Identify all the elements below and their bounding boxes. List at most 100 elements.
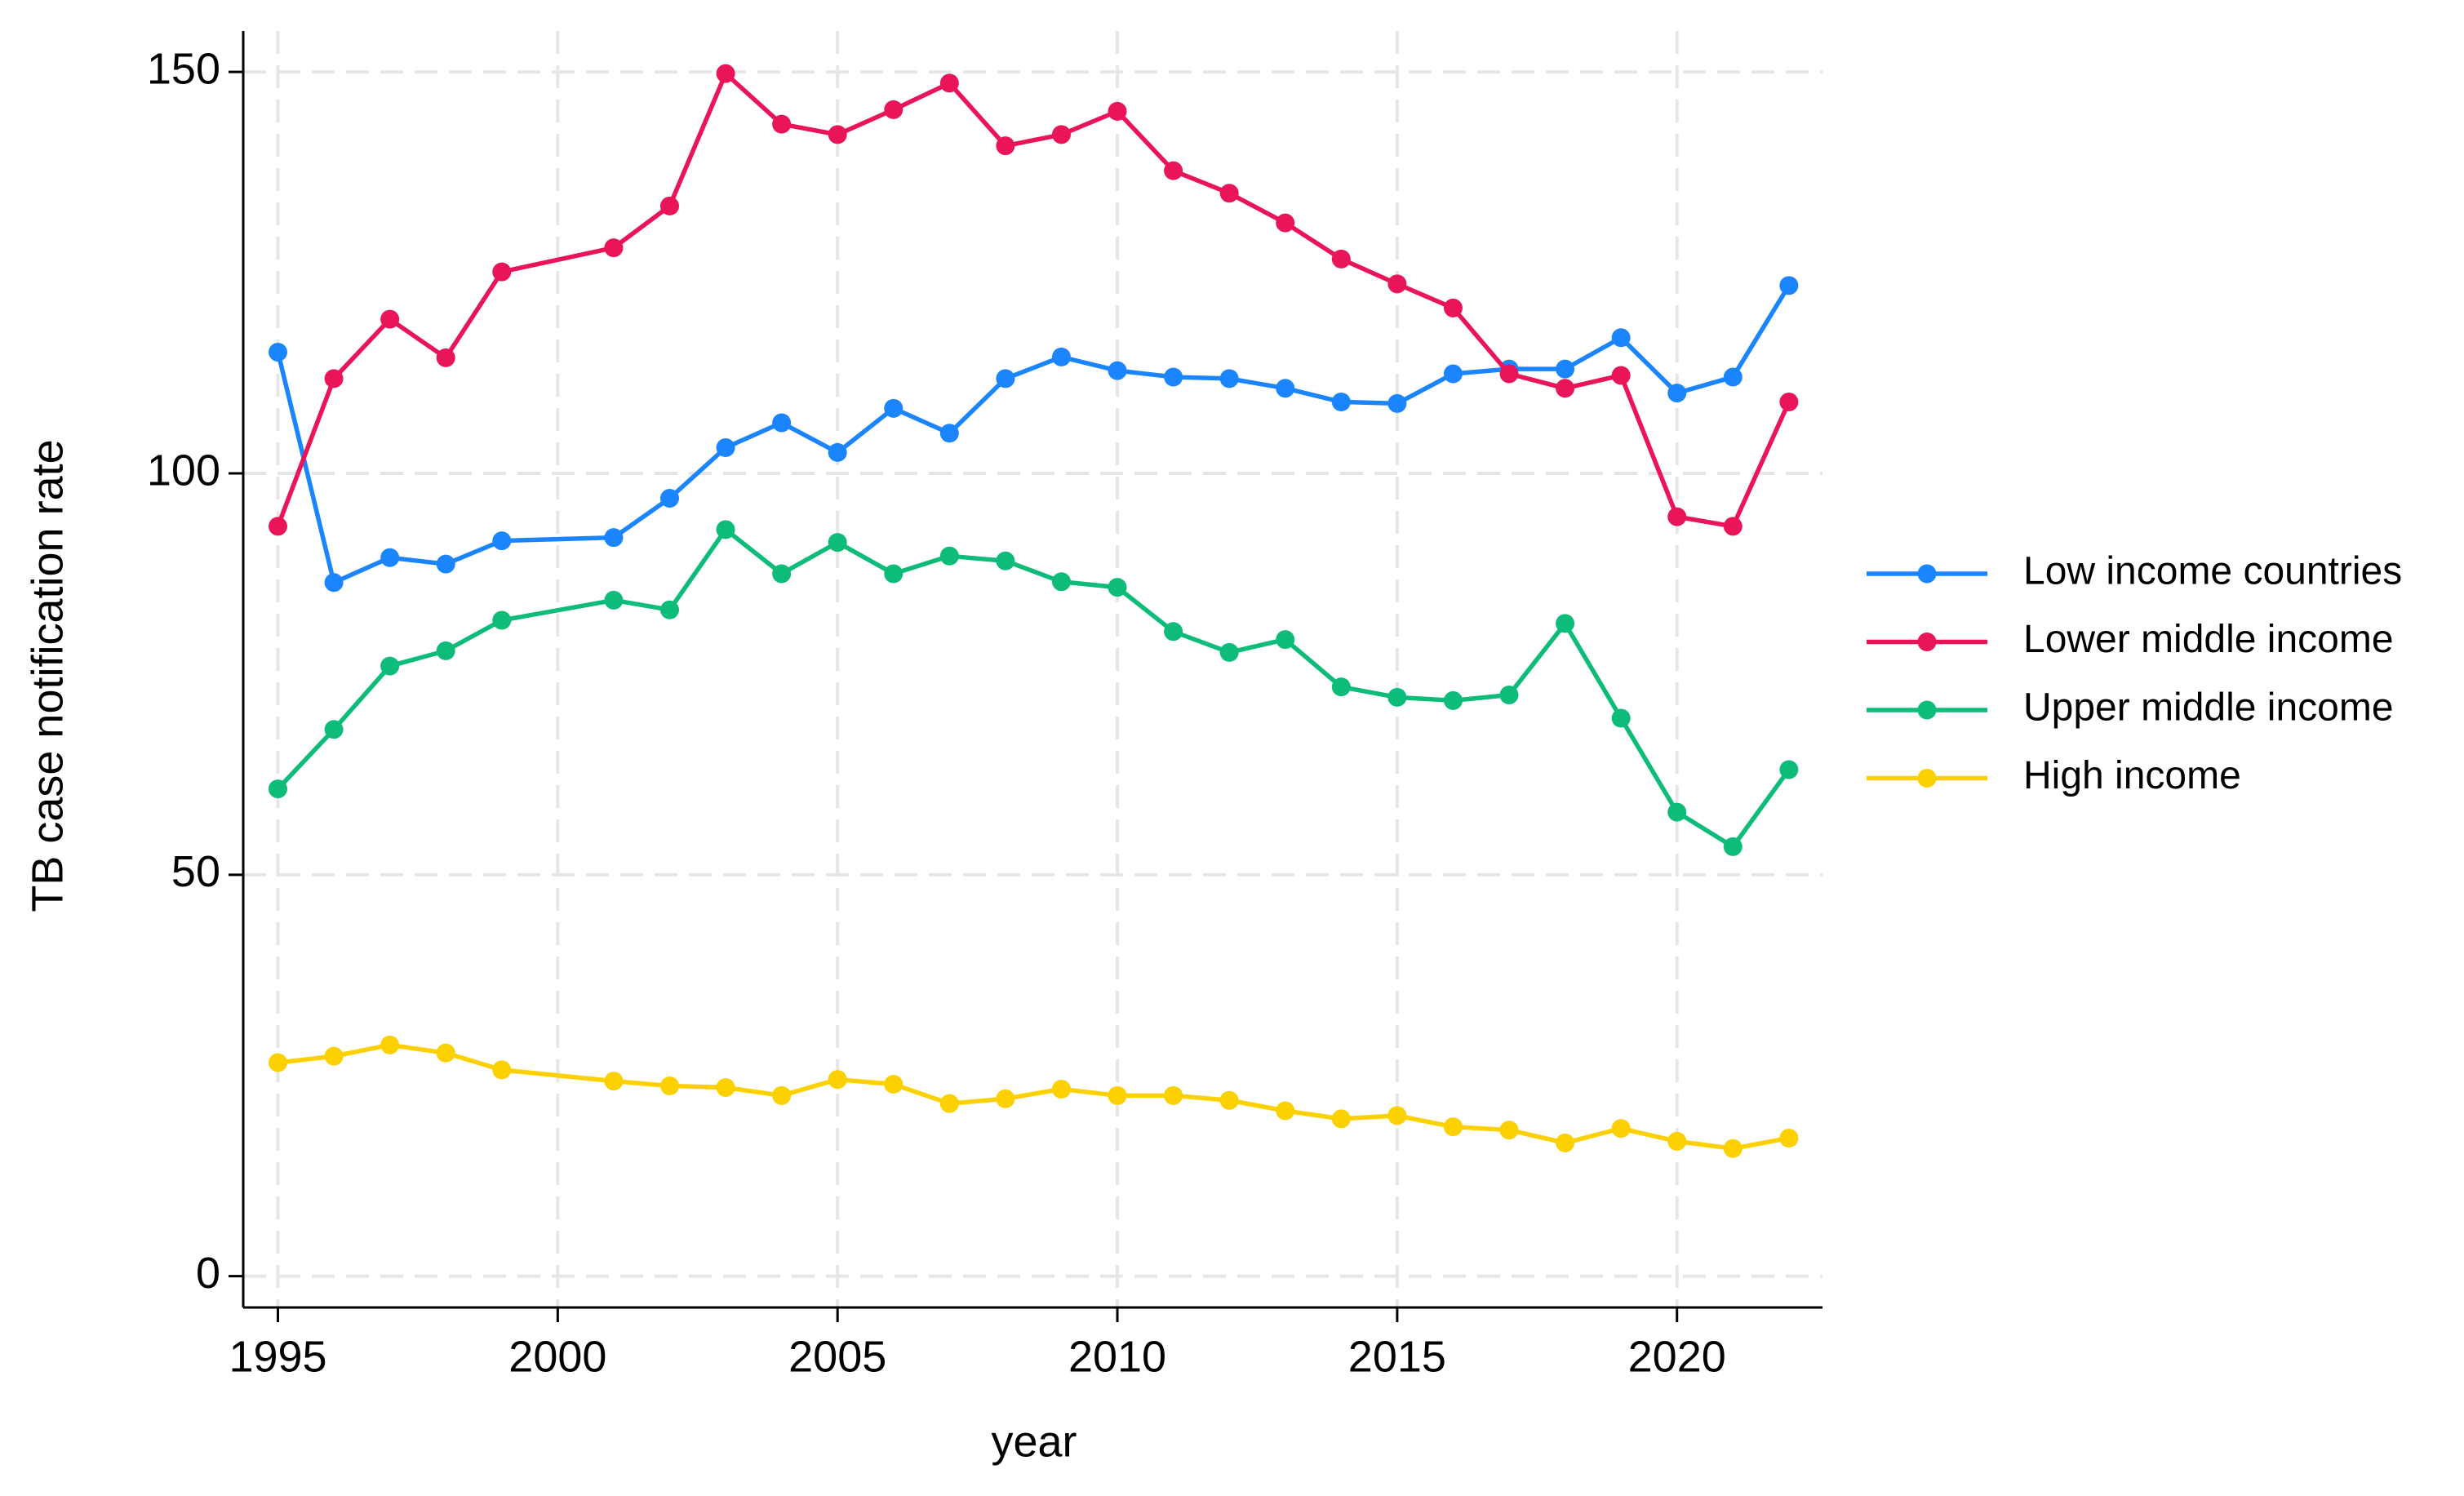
point xyxy=(1779,276,1799,295)
x-tick-label: 2010 xyxy=(1068,1332,1166,1381)
legend-marker xyxy=(1917,700,1937,720)
point xyxy=(436,641,455,660)
point xyxy=(828,442,847,462)
point xyxy=(492,610,512,630)
point xyxy=(1108,101,1127,121)
point xyxy=(1556,379,1575,398)
point xyxy=(436,554,455,574)
point xyxy=(1164,161,1183,180)
point xyxy=(1499,364,1519,384)
y-tick-label: 150 xyxy=(147,44,220,93)
point xyxy=(269,517,288,536)
point xyxy=(1667,507,1687,526)
point xyxy=(380,548,400,567)
point xyxy=(828,1070,847,1090)
point xyxy=(492,262,512,282)
point xyxy=(716,1077,735,1097)
point xyxy=(1611,1119,1631,1139)
point xyxy=(1219,642,1239,662)
point xyxy=(324,573,344,593)
point xyxy=(772,114,792,134)
point xyxy=(1331,392,1351,411)
point xyxy=(324,369,344,388)
point xyxy=(1443,298,1463,317)
point xyxy=(884,564,903,584)
point xyxy=(939,1094,959,1113)
point xyxy=(492,1060,512,1080)
point xyxy=(772,413,792,433)
x-tick-label: 2020 xyxy=(1628,1332,1726,1381)
point xyxy=(1556,614,1575,633)
x-tick-label: 1995 xyxy=(229,1332,326,1381)
point xyxy=(1387,274,1407,294)
point xyxy=(1443,1117,1463,1137)
point xyxy=(1276,1101,1295,1121)
point xyxy=(772,1085,792,1105)
point xyxy=(1051,125,1071,144)
point xyxy=(1499,685,1519,704)
point xyxy=(716,520,735,539)
point xyxy=(1723,367,1743,387)
grid xyxy=(243,31,1822,1307)
legend-marker xyxy=(1917,633,1937,651)
point xyxy=(380,309,400,329)
point xyxy=(604,590,624,610)
point xyxy=(716,64,735,83)
legend-label: Upper middle income xyxy=(2023,686,2394,730)
point xyxy=(380,656,400,676)
legend-label: Low income countries xyxy=(2023,550,2402,593)
point xyxy=(939,73,959,93)
legend-label: High income xyxy=(2023,754,2241,797)
point xyxy=(772,564,792,584)
point xyxy=(1387,1106,1407,1125)
point xyxy=(716,438,735,458)
point xyxy=(1443,364,1463,384)
point xyxy=(659,488,679,508)
point xyxy=(1611,366,1631,385)
y-axis-label: TB case notification rate xyxy=(23,439,72,912)
point xyxy=(659,1076,679,1096)
point xyxy=(1723,1139,1743,1158)
point xyxy=(1108,361,1127,380)
y-tick-label: 0 xyxy=(196,1249,220,1298)
y-tick-label: 100 xyxy=(147,446,220,495)
point xyxy=(828,533,847,553)
point xyxy=(1331,677,1351,697)
point xyxy=(1556,1133,1575,1152)
point xyxy=(1667,802,1687,822)
point xyxy=(828,125,847,144)
point xyxy=(1276,630,1295,650)
point xyxy=(659,600,679,619)
point xyxy=(1108,578,1127,597)
point xyxy=(604,1072,624,1091)
point xyxy=(884,398,903,418)
point xyxy=(1276,379,1295,398)
point xyxy=(1611,708,1631,728)
point xyxy=(1219,369,1239,388)
point xyxy=(436,1043,455,1063)
point xyxy=(492,531,512,551)
point xyxy=(996,1089,1015,1108)
point xyxy=(269,779,288,799)
point xyxy=(269,342,288,362)
point xyxy=(996,136,1015,156)
point xyxy=(1443,690,1463,710)
point xyxy=(939,424,959,443)
point xyxy=(1499,1121,1519,1140)
point xyxy=(1051,347,1071,366)
point xyxy=(1611,328,1631,348)
point xyxy=(1779,760,1799,779)
point xyxy=(1387,687,1407,707)
x-tick-label: 2015 xyxy=(1348,1332,1446,1381)
point xyxy=(1164,622,1183,641)
point xyxy=(380,1035,400,1054)
point xyxy=(436,348,455,367)
legend-label: Lower middle income xyxy=(2023,618,2394,661)
point xyxy=(1387,393,1407,413)
point xyxy=(1164,1085,1183,1105)
point xyxy=(1667,1131,1687,1151)
point xyxy=(884,100,903,119)
x-tick-label: 2000 xyxy=(508,1332,606,1381)
